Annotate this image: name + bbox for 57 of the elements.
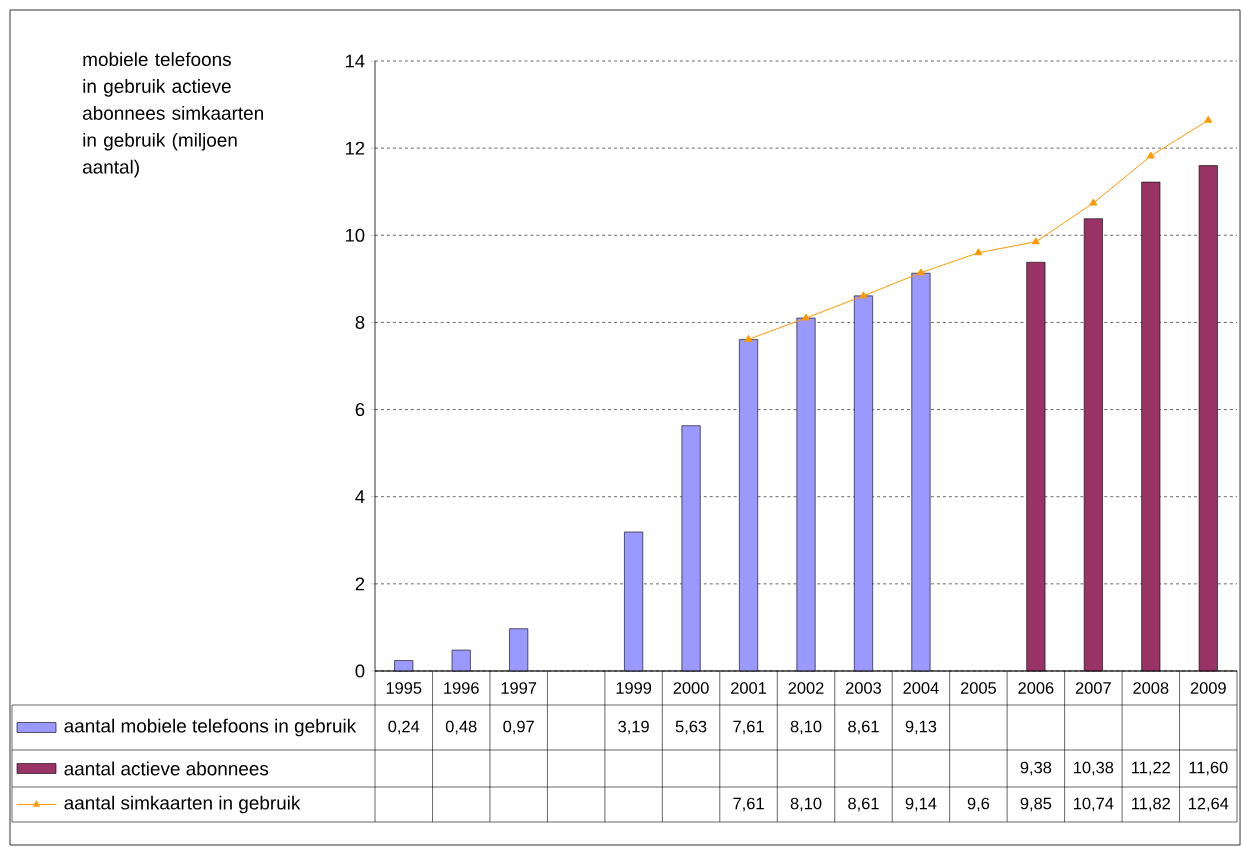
data-label: 9,38	[1020, 761, 1052, 776]
x-tick-label: 2009	[1190, 682, 1226, 694]
point	[1204, 115, 1213, 123]
y-tick-label: 4	[355, 490, 365, 504]
data-label: 8,10	[790, 720, 822, 735]
point	[1031, 237, 1040, 245]
data-label: 10,74	[1074, 797, 1114, 812]
x-tick-label: 2002	[788, 682, 824, 694]
data-label: 9,14	[905, 797, 937, 812]
data-label: 9,85	[1020, 797, 1052, 812]
data-label: 3,19	[618, 720, 649, 735]
data-label: 10,38	[1074, 761, 1114, 776]
legend-label: aantal mobiele telefoons in gebruik	[64, 718, 357, 737]
y-tick-label: 10	[345, 228, 365, 242]
x-tick-label: 2004	[903, 682, 939, 694]
legend-label: aantal simkaarten in gebruik	[64, 795, 301, 814]
x-tick-label: 2003	[846, 682, 882, 694]
y-tick-label: 14	[345, 54, 365, 68]
point	[859, 291, 868, 299]
y-tick-label: 12	[345, 141, 365, 155]
data-label: 7,61	[733, 797, 764, 812]
x-tick-label: 2008	[1133, 682, 1169, 694]
x-tick-label: 2005	[960, 682, 996, 694]
point	[1089, 198, 1098, 206]
y-tick-label: 2	[355, 577, 365, 591]
x-tick-label: 2006	[1018, 682, 1054, 694]
data-label: 11,22	[1132, 761, 1170, 776]
data-label: 11,60	[1189, 761, 1228, 776]
data-label: 9,13	[905, 720, 937, 735]
point	[916, 268, 925, 276]
data-label: 0,97	[503, 720, 534, 735]
data-label: 0,24	[388, 720, 420, 735]
x-tick-label: 1996	[444, 682, 479, 694]
data-label: 8,61	[848, 720, 879, 735]
data-label: 7,61	[733, 720, 764, 735]
x-tick-label: 2001	[731, 682, 767, 694]
point	[974, 248, 983, 256]
y-axis-title: mobiele telefoons in gebruik actieve abonnees simkaarten in gebruik (miljoen aantal)	[83, 52, 263, 178]
data-label: 11,82	[1132, 797, 1170, 812]
y-tick-label: 6	[355, 403, 365, 417]
x-tick-label: 1995	[386, 682, 422, 694]
data-label: 12,64	[1188, 797, 1229, 812]
data-label: 9,6	[967, 797, 990, 812]
x-tick-label: 2000	[673, 682, 709, 694]
data-label: 8,10	[790, 797, 822, 812]
x-tick-label: 2007	[1075, 682, 1111, 694]
x-tick-label: 1997	[501, 682, 537, 694]
point	[802, 313, 810, 321]
data-label: 5,63	[675, 720, 707, 735]
x-tick-label: 1999	[616, 682, 652, 694]
data-label: 0,48	[445, 720, 477, 735]
y-tick-label: 8	[355, 315, 365, 329]
y-tick-label: 0	[355, 664, 365, 678]
point	[1146, 151, 1155, 159]
legend-label: aantal actieve abonnees	[64, 761, 269, 776]
point	[744, 334, 753, 342]
data-label: 8,61	[848, 797, 879, 812]
